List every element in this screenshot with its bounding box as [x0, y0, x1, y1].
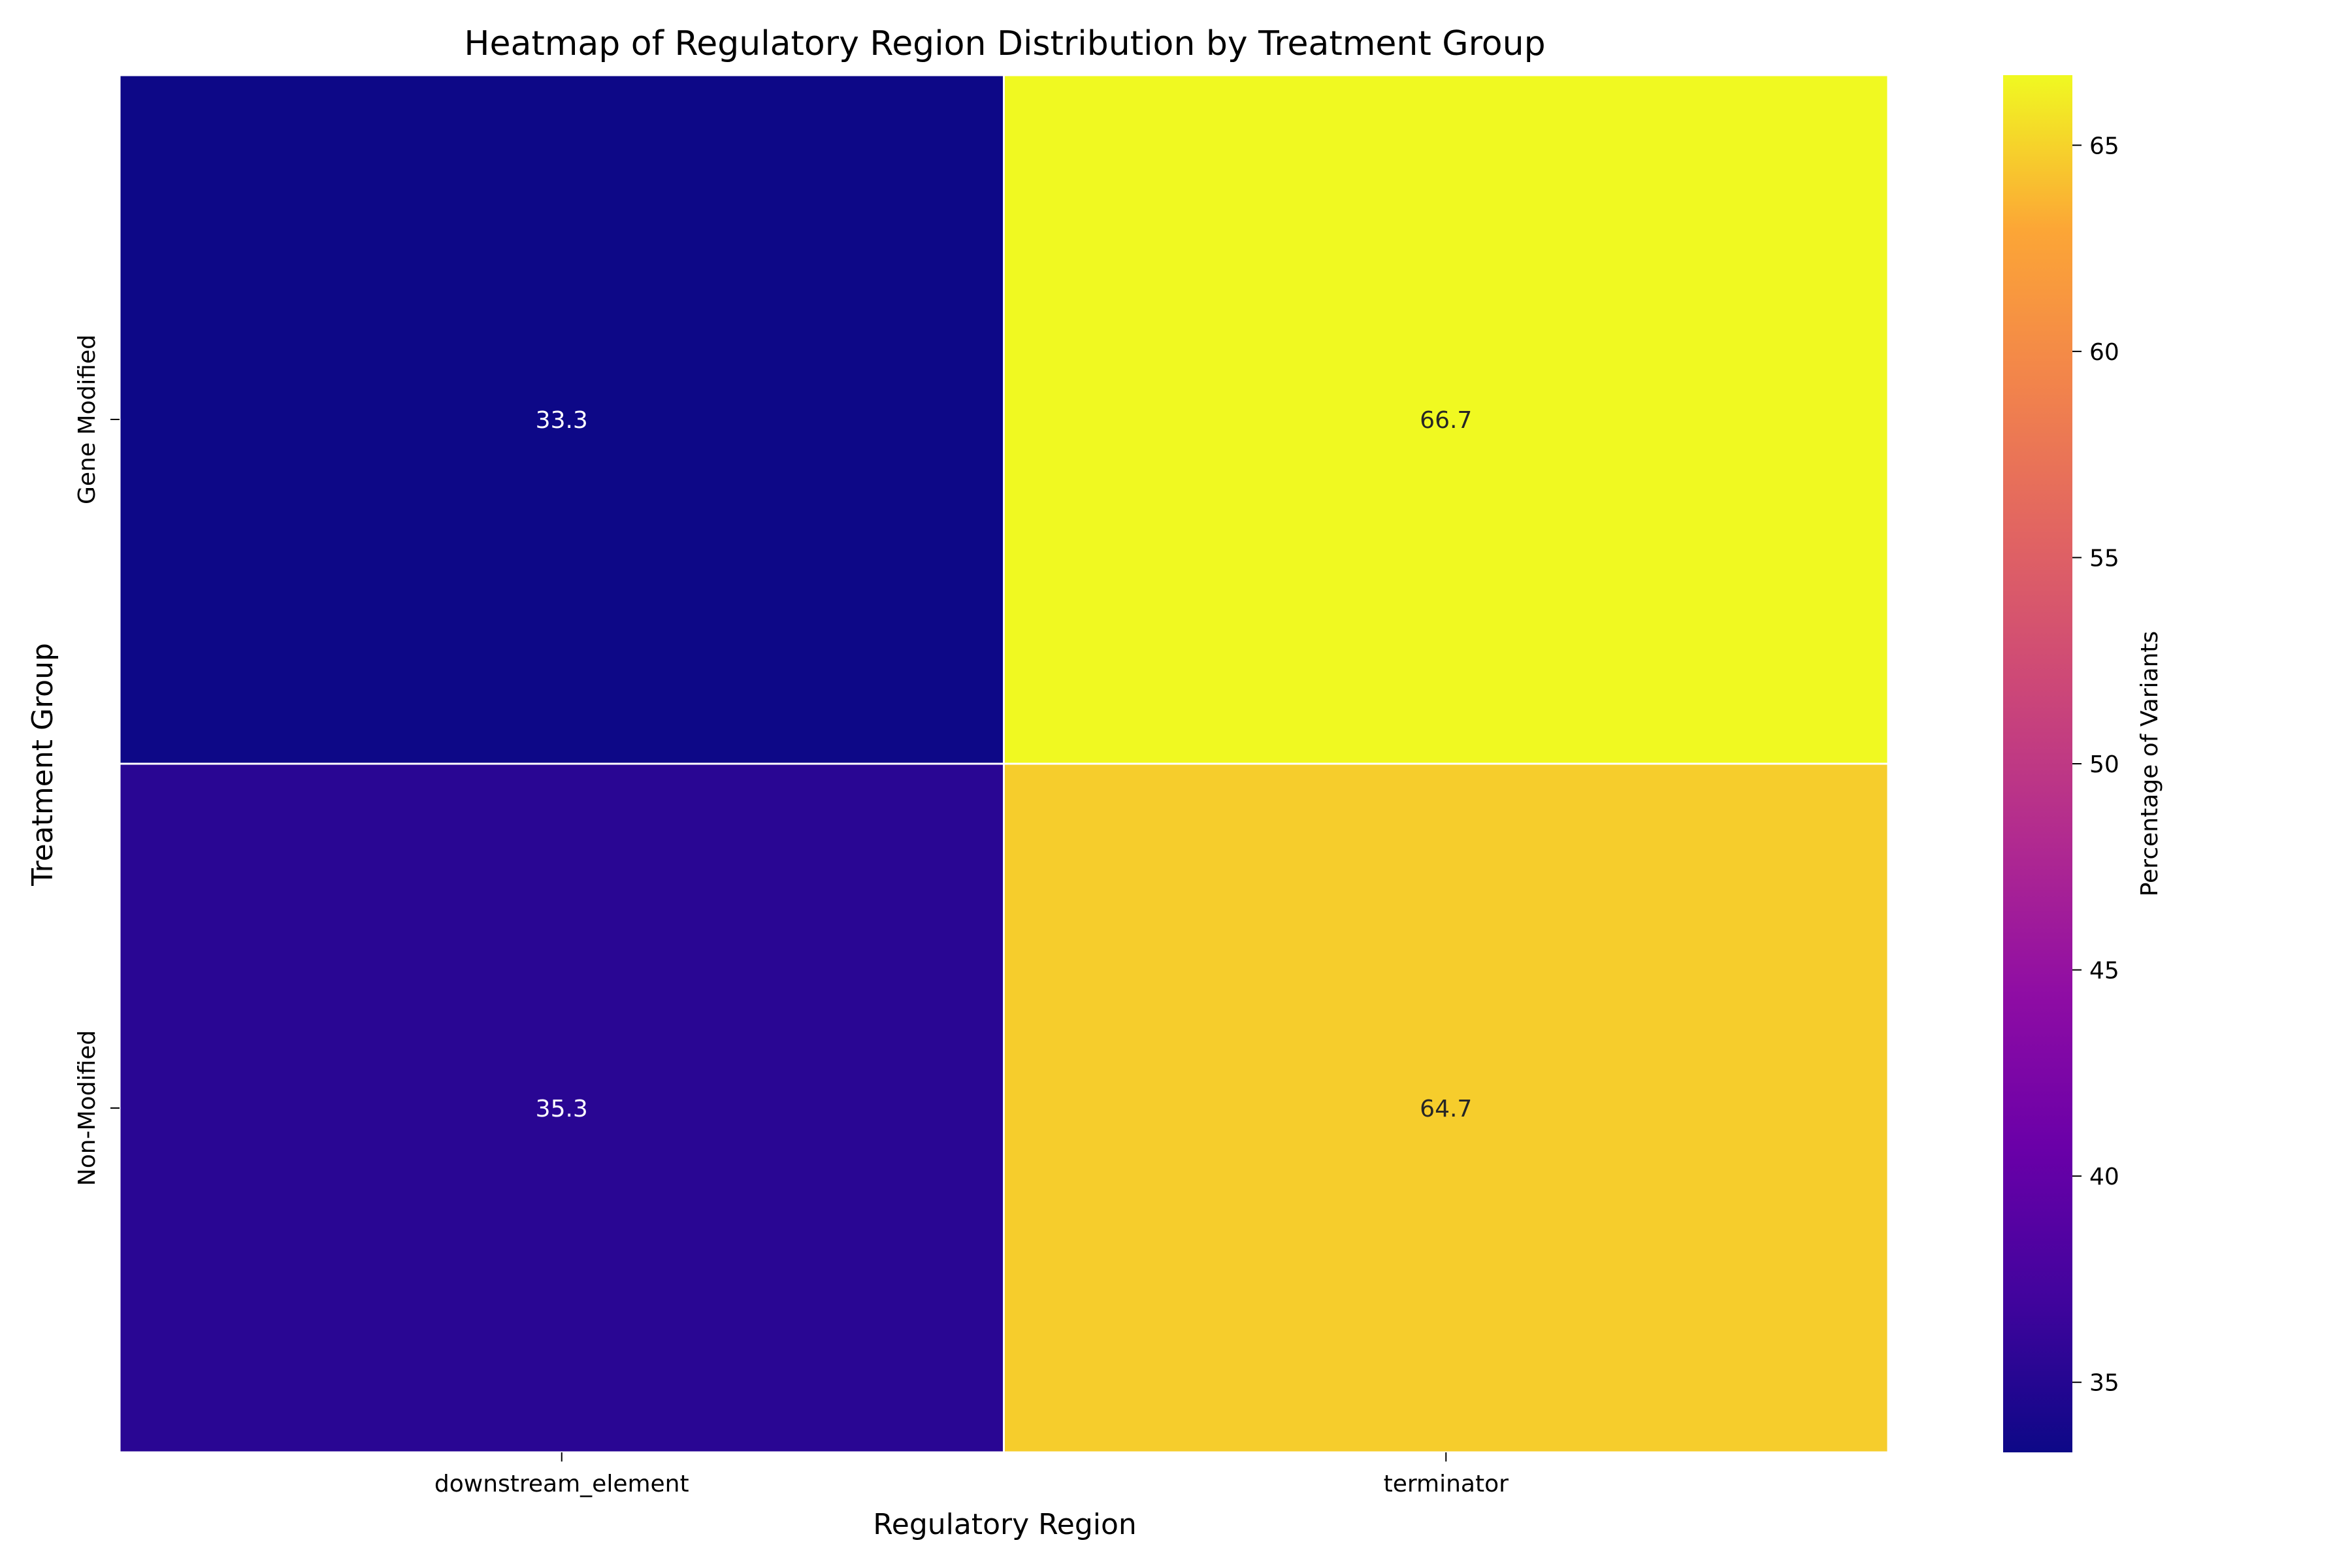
y-tick-label: Gene Modified: [74, 335, 101, 504]
colorbar-tick-label: 40: [2089, 1164, 2119, 1190]
chart-title: Heatmap of Regulatory Region Distributio…: [464, 24, 1545, 63]
colorbar: [2003, 75, 2072, 1452]
heatmap-cell-labels: 33.3 66.7 35.3 64.7: [536, 407, 1473, 1122]
heatmap-cell: [118, 74, 1005, 765]
x-axis-label: Regulatory Region: [873, 1508, 1137, 1541]
y-axis-ticks: Gene Modified Non-Modified: [74, 335, 120, 1186]
heatmap-cell: [1003, 74, 1889, 765]
y-tick-label: Non-Modified: [74, 1030, 101, 1186]
colorbar-ticks: 35 40 45 50 55 60 65: [2072, 133, 2119, 1397]
colorbar-tick-label: 35: [2089, 1370, 2119, 1397]
x-tick-label: downstream_element: [434, 1471, 689, 1497]
heatmap-cell: [118, 762, 1005, 1454]
cell-value-label: 66.7: [1420, 407, 1472, 434]
x-tick-label: terminator: [1384, 1471, 1509, 1497]
cell-value-label: 33.3: [536, 407, 588, 434]
colorbar-tick-label: 50: [2089, 751, 2119, 778]
colorbar-tick-label: 55: [2089, 545, 2119, 572]
colorbar-label: Percentage of Variants: [2136, 631, 2163, 897]
x-axis-ticks: downstream_element terminator: [434, 1452, 1509, 1497]
colorbar-tick-label: 60: [2089, 339, 2119, 366]
y-axis-label: Treatment Group: [26, 643, 59, 887]
heatmap-cells: [118, 74, 1889, 1454]
heatmap-cell: [1003, 762, 1889, 1454]
colorbar-tick-label: 65: [2089, 133, 2119, 159]
cell-value-label: 35.3: [536, 1096, 588, 1122]
cell-value-label: 64.7: [1420, 1096, 1472, 1122]
colorbar-tick-label: 45: [2089, 958, 2119, 985]
